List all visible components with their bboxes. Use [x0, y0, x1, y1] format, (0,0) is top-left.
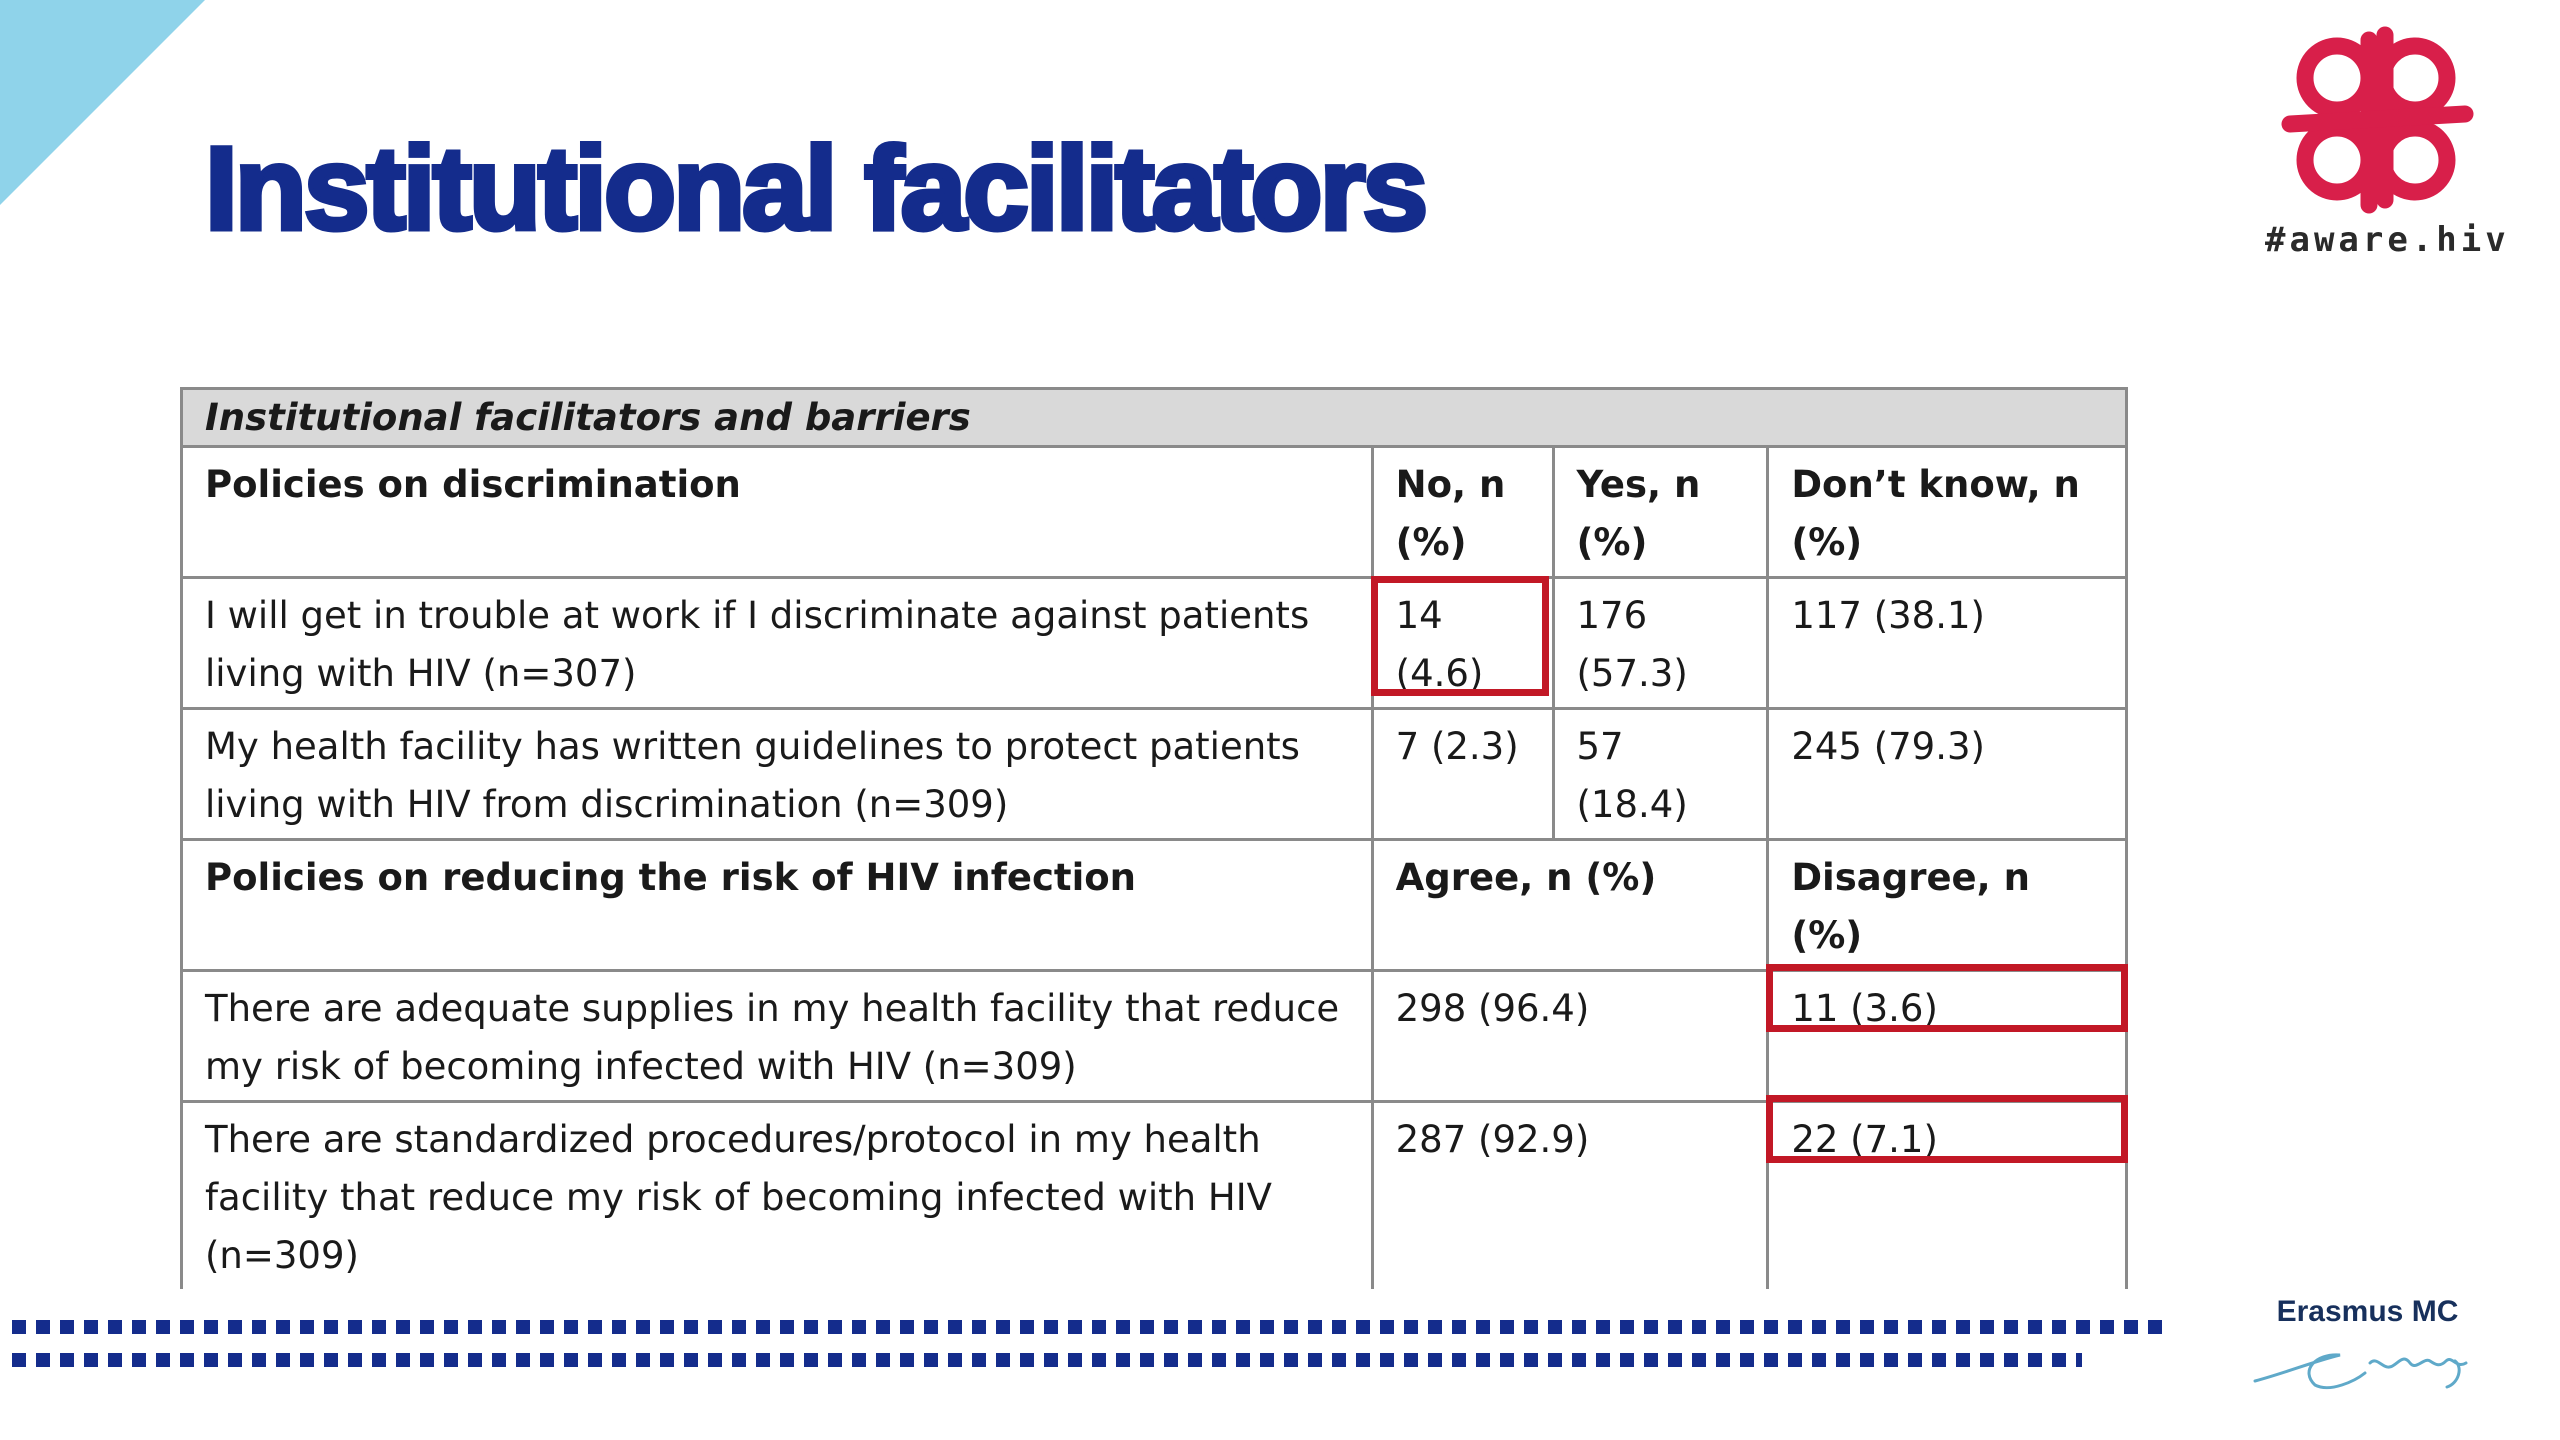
dotted-divider-top [12, 1320, 2162, 1334]
col-dont-know-header: Don’t know, n (%) [1766, 445, 2128, 579]
risk-header-row: Policies on reducing the risk of HIV inf… [180, 838, 2128, 972]
no-cell: 14 (4.6) [1370, 576, 1555, 710]
agree-cell: 287 (92.9) [1370, 1100, 1770, 1289]
discrimination-heading: Policies on discrimination [180, 445, 1374, 579]
erasmus-mc-name: Erasmus MC [2276, 1295, 2459, 1328]
erasmus-mc-logo: Erasmus MC [2240, 1295, 2495, 1400]
table-row: My health facility has written guideline… [180, 707, 2128, 841]
yes-cell: 57 (18.4) [1551, 707, 1770, 841]
yes-cell: 176 (57.3) [1551, 576, 1770, 710]
dont-know-cell: 245 (79.3) [1766, 707, 2128, 841]
table-row: There are adequate supplies in my health… [180, 964, 2129, 1103]
aware-hiv-logo: #aware.hiv [2265, 20, 2510, 260]
disagree-value: 11 (3.6) [1791, 987, 1938, 1030]
dotted-divider-bottom [12, 1353, 2082, 1367]
aware-hiv-tag: #aware.hiv [2265, 220, 2510, 260]
table-row: There are standardized procedures/protoc… [180, 1095, 2129, 1289]
col-no-header: No, n (%) [1370, 445, 1555, 579]
disagree-cell: 22 (7.1) [1766, 1095, 2129, 1289]
corner-accent [0, 0, 205, 205]
agree-cell: 298 (96.4) [1370, 969, 1770, 1103]
statement-cell: I will get in trouble at work if I discr… [180, 576, 1374, 710]
table-section-title: Institutional facilitators and barriers [180, 387, 2128, 448]
slide-title: Institutional facilitators [202, 123, 1430, 255]
statement-cell: There are adequate supplies in my health… [180, 969, 1374, 1103]
col-disagree-header: Disagree, n (%) [1766, 838, 2128, 972]
aware-hiv-symbol-icon [2281, 26, 2474, 214]
erasmus-signature-icon [2253, 1353, 2468, 1390]
no-value: 14 (4.6) [1395, 594, 1484, 695]
no-cell: 7 (2.3) [1370, 707, 1555, 841]
disagree-value: 22 (7.1) [1791, 1118, 1938, 1161]
dont-know-cell: 117 (38.1) [1766, 576, 2128, 710]
col-agree-header: Agree, n (%) [1370, 838, 1770, 972]
col-yes-header: Yes, n (%) [1551, 445, 1770, 579]
statement-cell: My health facility has written guideline… [180, 707, 1374, 841]
statement-cell: There are standardized procedures/protoc… [180, 1100, 1374, 1289]
table-row: I will get in trouble at work if I discr… [180, 576, 2128, 710]
risk-heading: Policies on reducing the risk of HIV inf… [180, 838, 1374, 972]
discrimination-header-row: Policies on discrimination No, n (%) Yes… [180, 445, 2128, 579]
facilitators-table: Institutional facilitators and barriers … [180, 387, 2129, 1289]
table-section-row: Institutional facilitators and barriers [180, 387, 2128, 448]
disagree-cell: 11 (3.6) [1766, 964, 2129, 1103]
